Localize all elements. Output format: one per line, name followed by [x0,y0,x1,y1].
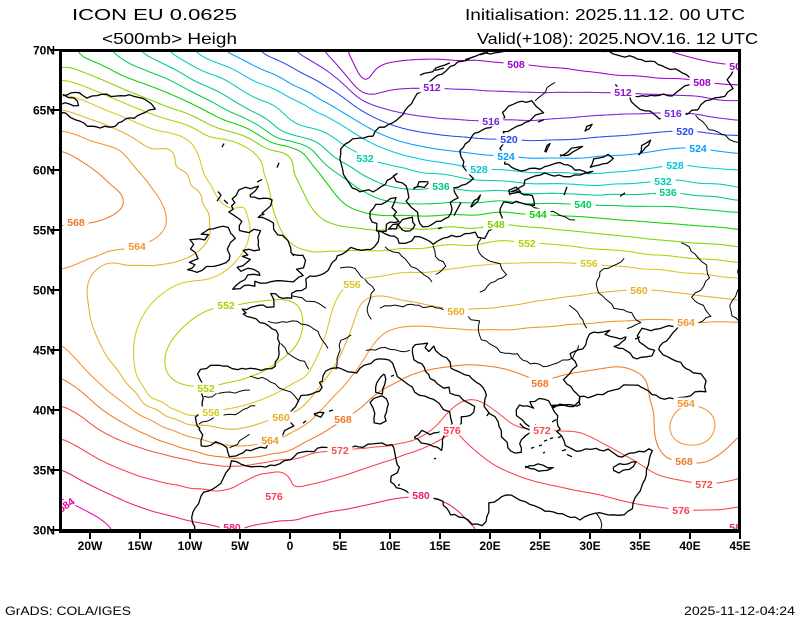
svg-text:540: 540 [574,199,592,211]
svg-text:20E: 20E [479,539,500,553]
svg-text:508: 508 [507,59,525,71]
svg-text:55N: 55N [33,224,55,238]
svg-text:10E: 10E [379,539,400,553]
svg-text:580: 580 [729,522,747,534]
svg-text:560: 560 [447,306,465,318]
svg-text:520: 520 [500,134,518,146]
svg-text:536: 536 [659,187,677,199]
svg-text:65N: 65N [33,104,55,118]
svg-text:504: 504 [729,61,747,73]
svg-text:532: 532 [356,153,374,165]
svg-text:544: 544 [529,209,547,221]
svg-text:580: 580 [223,522,241,534]
svg-text:5E: 5E [333,539,348,553]
svg-text:15W: 15W [128,539,153,553]
svg-text:576: 576 [443,425,461,437]
svg-text:512: 512 [614,87,632,99]
svg-text:564: 564 [128,241,146,253]
svg-text:564: 564 [677,317,695,329]
svg-text:528: 528 [470,164,488,176]
svg-text:ICON EU 0.0625: ICON EU 0.0625 [72,7,237,24]
svg-text:552: 552 [518,238,536,250]
svg-text:45E: 45E [729,539,750,553]
svg-text:560: 560 [630,285,648,297]
svg-text:552: 552 [197,383,215,395]
svg-text:60N: 60N [33,164,55,178]
svg-text:564: 564 [261,435,279,447]
svg-text:508: 508 [693,77,711,89]
svg-text:Initialisation: 2025.11.12. 00: Initialisation: 2025.11.12. 00 UTC [465,7,745,24]
svg-text:568: 568 [67,217,85,229]
svg-text:552: 552 [217,300,235,312]
svg-text:572: 572 [695,479,713,491]
svg-text:0: 0 [287,539,294,553]
svg-text:15E: 15E [429,539,450,553]
svg-text:520: 520 [676,126,694,138]
svg-text:536: 536 [432,181,450,193]
svg-text:516: 516 [664,108,682,120]
svg-text:2025-11-12-04:24: 2025-11-12-04:24 [684,604,795,618]
svg-text:568: 568 [675,456,693,468]
svg-text:35N: 35N [33,464,55,478]
svg-text:556: 556 [580,258,598,270]
svg-text:40N: 40N [33,404,55,418]
svg-text:<500mb> Heigh: <500mb> Heigh [102,31,237,48]
svg-text:572: 572 [331,445,349,457]
svg-text:35E: 35E [629,539,650,553]
svg-text:548: 548 [487,219,505,231]
svg-text:516: 516 [482,116,500,128]
svg-text:576: 576 [672,505,690,517]
svg-text:512: 512 [423,82,441,94]
svg-text:568: 568 [531,378,549,390]
svg-text:50N: 50N [33,284,55,298]
svg-text:5W: 5W [231,539,250,553]
svg-text:560: 560 [272,412,290,424]
svg-text:30N: 30N [33,524,55,538]
svg-text:576: 576 [265,491,283,503]
svg-text:564: 564 [677,398,695,410]
svg-text:30E: 30E [579,539,600,553]
svg-text:25E: 25E [529,539,550,553]
svg-text:572: 572 [533,425,551,437]
svg-text:45N: 45N [33,344,55,358]
svg-text:Valid(+108): 2025.NOV.16. 12 U: Valid(+108): 2025.NOV.16. 12 UTC [477,31,758,48]
svg-text:GrADS: COLA/IGES: GrADS: COLA/IGES [5,604,131,618]
svg-text:524: 524 [497,151,515,163]
svg-text:70N: 70N [33,44,55,58]
svg-text:580: 580 [412,490,430,502]
svg-text:20W: 20W [78,539,103,553]
svg-text:524: 524 [689,143,707,155]
svg-text:528: 528 [666,160,684,172]
svg-text:568: 568 [334,414,352,426]
svg-text:10W: 10W [178,539,203,553]
svg-text:556: 556 [343,279,361,291]
svg-text:532: 532 [654,176,672,188]
svg-text:40E: 40E [679,539,700,553]
svg-text:556: 556 [202,407,220,419]
